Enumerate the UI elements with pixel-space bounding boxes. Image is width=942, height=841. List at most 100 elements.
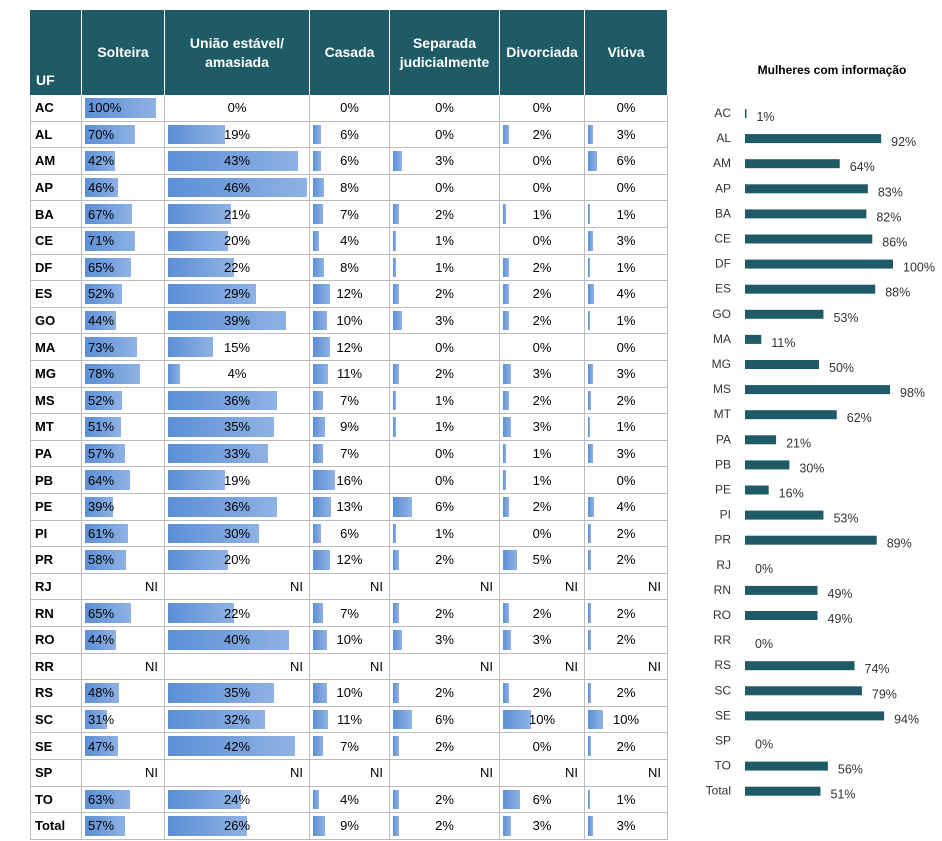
row-label: MT xyxy=(30,414,82,441)
data-cell: 3% xyxy=(585,228,668,255)
data-cell: 6% xyxy=(585,148,668,175)
cell-value: 31% xyxy=(88,712,115,728)
data-bar xyxy=(588,417,590,437)
data-cell: 26% xyxy=(165,813,310,840)
data-bar xyxy=(393,603,400,623)
cell-value: 2% xyxy=(532,605,552,621)
data-cell: 3% xyxy=(390,307,500,335)
bar xyxy=(745,259,893,269)
column-header: Viúva xyxy=(585,10,668,95)
cell-value: 6% xyxy=(340,153,359,169)
data-bar xyxy=(503,390,509,411)
data-cell: 0% xyxy=(585,174,668,202)
data-cell: 6% xyxy=(310,520,390,548)
data-bar xyxy=(503,443,506,464)
data-cell: 1% xyxy=(390,520,500,548)
data-bar xyxy=(393,709,412,730)
data-bar xyxy=(393,284,400,304)
data-bar xyxy=(588,151,598,171)
cell-value: NI xyxy=(480,658,493,674)
data-bar xyxy=(588,523,592,544)
data-cell: 32% xyxy=(165,706,310,734)
data-cell: 3% xyxy=(390,627,500,654)
data-cell: NI xyxy=(585,653,668,681)
cell-value: 0% xyxy=(616,100,636,116)
data-cell: 0% xyxy=(390,334,500,361)
data-bar xyxy=(85,390,122,411)
data-bar xyxy=(313,310,327,331)
bar xyxy=(745,786,821,796)
data-cell: 0% xyxy=(390,121,500,149)
data-bar xyxy=(313,550,330,570)
data-cell: 5% xyxy=(500,547,585,574)
category-label: DF xyxy=(715,257,731,271)
bar xyxy=(745,686,862,696)
data-bar xyxy=(588,683,592,703)
cell-value: 22% xyxy=(223,259,251,275)
data-bar xyxy=(85,630,117,650)
bar xyxy=(745,435,777,445)
value-label: 64% xyxy=(850,160,875,174)
value-label: 30% xyxy=(799,461,824,475)
data-bar xyxy=(85,417,122,437)
data-cell: 46% xyxy=(165,174,310,202)
cell-value: 35% xyxy=(223,419,251,435)
cell-value: 0% xyxy=(435,446,454,462)
data-bar xyxy=(503,789,520,810)
cell-value: NI xyxy=(145,658,158,674)
value-label: 51% xyxy=(830,788,855,802)
data-bar xyxy=(168,816,247,836)
data-bar xyxy=(168,470,226,490)
data-cell: 22% xyxy=(165,254,310,282)
cell-value: 8% xyxy=(340,259,359,275)
data-cell: 3% xyxy=(500,414,585,441)
data-cell: 3% xyxy=(500,813,585,840)
cell-value: 1% xyxy=(435,392,454,408)
cell-value: NI xyxy=(290,579,303,595)
data-cell: NI xyxy=(390,760,500,787)
data-bar xyxy=(85,789,130,810)
data-bar xyxy=(168,523,259,544)
data-cell: 13% xyxy=(310,494,390,521)
data-bar xyxy=(85,310,117,331)
data-cell: 44% xyxy=(82,627,165,654)
bar xyxy=(745,460,790,470)
data-bar xyxy=(503,603,509,623)
cell-value: 2% xyxy=(532,685,552,701)
data-cell: 2% xyxy=(585,547,668,574)
cell-value: 16% xyxy=(336,472,363,488)
data-bar xyxy=(393,683,400,703)
data-cell: 0% xyxy=(500,174,585,202)
data-bar xyxy=(313,523,322,544)
row-label: CE xyxy=(30,228,82,255)
value-label: 0% xyxy=(755,637,773,651)
cell-value: 6% xyxy=(340,525,359,541)
table: UF Solteira União estável/ amasiada Casada S… xyxy=(30,10,668,840)
cell-value: 6% xyxy=(616,153,636,169)
data-cell: 12% xyxy=(310,281,390,308)
data-cell: 6% xyxy=(310,148,390,175)
cell-value: 3% xyxy=(532,366,552,382)
data-bar xyxy=(168,310,286,331)
data-cell: 44% xyxy=(82,307,165,335)
cell-value: NI xyxy=(145,765,158,781)
cell-value: 1% xyxy=(616,259,636,275)
value-label: 89% xyxy=(887,537,912,551)
data-bar xyxy=(503,550,517,570)
data-bar xyxy=(168,550,229,570)
bar xyxy=(745,485,769,495)
data-cell: 39% xyxy=(82,494,165,521)
data-cell: 7% xyxy=(310,387,390,415)
data-cell: 7% xyxy=(310,201,390,228)
data-bar xyxy=(393,364,400,384)
data-cell: NI xyxy=(165,653,310,681)
data-cell: 1% xyxy=(585,307,668,335)
data-bar xyxy=(168,337,214,357)
category-label: SE xyxy=(715,708,731,722)
data-bar xyxy=(503,364,512,384)
category-label: ES xyxy=(715,282,731,296)
data-cell: 22% xyxy=(165,600,310,627)
cell-value: 7% xyxy=(340,392,359,408)
cell-value: 15% xyxy=(223,339,251,355)
